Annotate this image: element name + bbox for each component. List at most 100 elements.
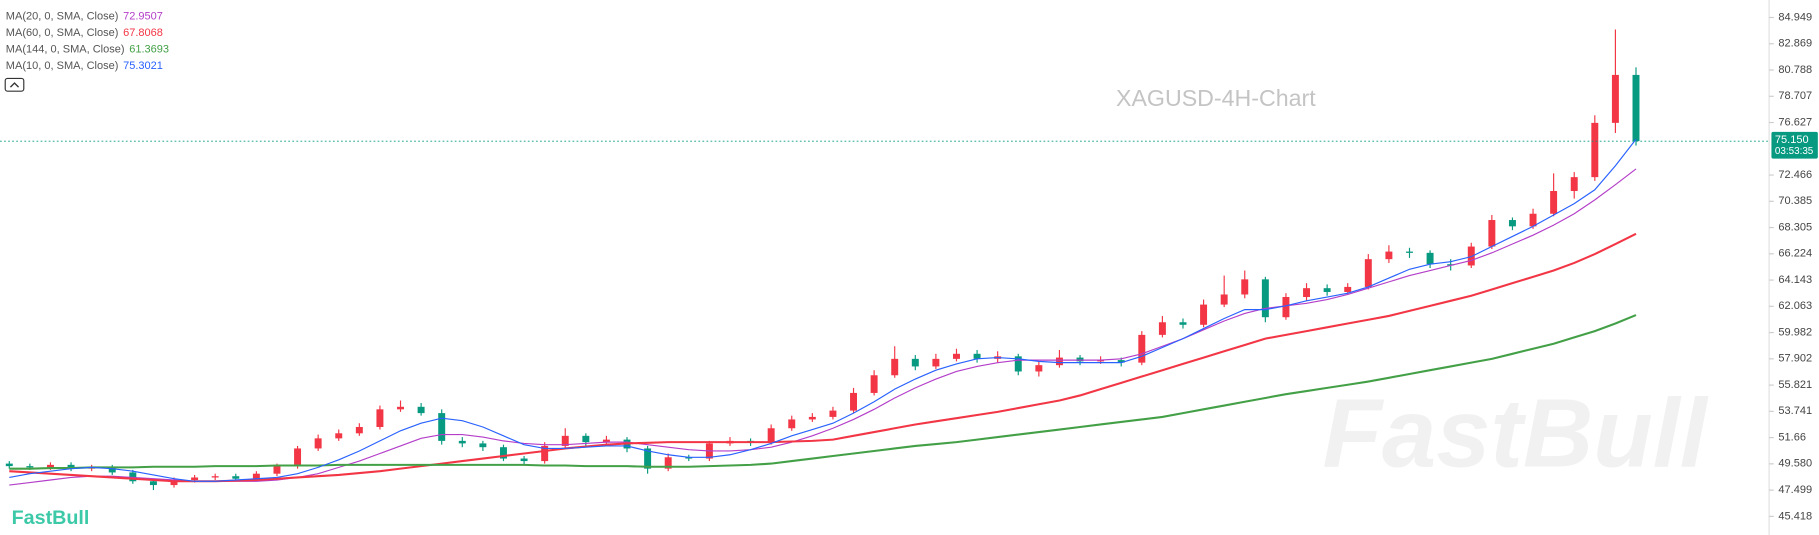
y-tick-label: 53.741 bbox=[1778, 405, 1812, 417]
candle-body bbox=[1632, 74, 1640, 142]
candle-body bbox=[520, 458, 528, 462]
chart-watermark: XAGUSD-4H-Chart bbox=[1116, 85, 1316, 111]
candle-body bbox=[1611, 74, 1619, 123]
legend-value: 72.9507 bbox=[123, 10, 163, 22]
logo: FastBull bbox=[12, 507, 90, 529]
y-tick-label: 80.788 bbox=[1778, 64, 1812, 76]
price-axis: 45.418 47.499 49.580 51.66 53.741 55.821 57.90… bbox=[1769, 11, 1818, 522]
candle-body bbox=[1055, 357, 1063, 366]
candle-body bbox=[26, 466, 34, 468]
candle-body bbox=[1179, 322, 1187, 325]
collapse-button[interactable] bbox=[4, 77, 25, 92]
y-tick-label: 84.949 bbox=[1778, 11, 1812, 23]
legend-entry: MA(20, 0, SMA, Close) 72.9507 bbox=[6, 10, 163, 22]
candle-body bbox=[1323, 288, 1331, 292]
candle-body bbox=[1529, 213, 1537, 227]
candle-body bbox=[211, 476, 219, 478]
candle-body bbox=[1550, 191, 1558, 214]
candle-body bbox=[376, 409, 384, 427]
legend-name: MA(144, 0, SMA, Close) bbox=[6, 43, 125, 55]
last-price-box bbox=[1771, 131, 1818, 159]
candle-body bbox=[294, 448, 302, 467]
y-tick-label: 47.499 bbox=[1778, 484, 1812, 496]
candle-body bbox=[1117, 360, 1125, 363]
legend-name: MA(20, 0, SMA, Close) bbox=[6, 10, 119, 22]
y-tick-label: 57.902 bbox=[1778, 353, 1812, 365]
candle-body bbox=[1385, 251, 1393, 260]
candle-body bbox=[232, 476, 240, 479]
y-tick-label: 55.821 bbox=[1778, 379, 1812, 391]
candle-body bbox=[1488, 220, 1496, 247]
candle-body bbox=[1014, 356, 1022, 372]
candle-body bbox=[664, 457, 672, 469]
y-tick-label: 49.580 bbox=[1778, 458, 1812, 470]
candle-body bbox=[953, 353, 960, 359]
candle-body bbox=[582, 435, 590, 443]
candle-body bbox=[397, 406, 404, 410]
last-price-label: 75.150 bbox=[1775, 134, 1809, 146]
candle-body bbox=[499, 447, 507, 459]
collapse-icon[interactable] bbox=[9, 82, 20, 88]
candle-body bbox=[1426, 252, 1434, 265]
candle-body bbox=[1220, 294, 1228, 305]
candle-body bbox=[1447, 264, 1455, 266]
candle-body bbox=[767, 428, 775, 443]
legend: MA(20, 0, SMA, Close) 72.9507 MA(60, 0, SM… bbox=[6, 10, 169, 71]
ma-line bbox=[9, 232, 1637, 483]
candle-body bbox=[149, 481, 157, 486]
legend-entry: MA(10, 0, SMA, Close) 75.3021 bbox=[6, 60, 163, 72]
candle-body bbox=[191, 477, 199, 481]
candle-body bbox=[335, 433, 343, 439]
legend-value: 61.3693 bbox=[129, 43, 169, 55]
legend-name: MA(10, 0, SMA, Close) bbox=[6, 60, 119, 72]
candle-body bbox=[129, 472, 137, 482]
y-tick-label: 51.66 bbox=[1778, 432, 1806, 444]
candle-body bbox=[1406, 251, 1413, 253]
collapse-button-box[interactable] bbox=[4, 77, 25, 92]
candle-body bbox=[438, 413, 446, 441]
legend-name: MA(60, 0, SMA, Close) bbox=[6, 27, 119, 39]
candle-body bbox=[67, 464, 75, 469]
candle-body bbox=[541, 445, 549, 462]
candle-body bbox=[1364, 259, 1372, 287]
candle-body bbox=[644, 448, 652, 469]
candle-body bbox=[788, 419, 796, 429]
candle-body bbox=[850, 392, 858, 411]
y-tick-label: 45.418 bbox=[1778, 510, 1812, 522]
candle-body bbox=[685, 457, 693, 459]
candle-body bbox=[1344, 286, 1352, 292]
candle-body bbox=[891, 358, 899, 376]
candle-body bbox=[1138, 334, 1146, 363]
candle-body bbox=[1097, 360, 1105, 362]
candle-body bbox=[5, 463, 13, 467]
y-tick-label: 64.143 bbox=[1778, 274, 1812, 286]
candle-body bbox=[46, 464, 54, 468]
y-tick-label: 70.385 bbox=[1778, 195, 1812, 207]
y-tick-label: 68.305 bbox=[1778, 221, 1812, 233]
candle-body bbox=[355, 426, 363, 434]
candle-body bbox=[479, 443, 487, 448]
ma-line bbox=[9, 138, 1637, 482]
candle-body bbox=[1508, 220, 1516, 227]
candle-body bbox=[602, 439, 610, 443]
candle-body bbox=[458, 440, 466, 444]
candle-body bbox=[1158, 322, 1166, 335]
candle-body bbox=[808, 416, 816, 420]
plot bbox=[0, 29, 1770, 491]
countdown: 03:53:35 bbox=[1775, 146, 1814, 157]
ma-line bbox=[9, 314, 1637, 470]
candle-body bbox=[252, 473, 260, 479]
candle-body bbox=[1035, 365, 1043, 372]
candle-body bbox=[1570, 177, 1578, 192]
candle-body bbox=[973, 353, 981, 359]
candle-body bbox=[417, 406, 425, 414]
legend-value: 67.8068 bbox=[123, 27, 163, 39]
candle-body bbox=[932, 358, 940, 367]
candle-body bbox=[1261, 279, 1269, 318]
candle-body bbox=[911, 358, 919, 367]
candle-body bbox=[829, 410, 837, 417]
candle-body bbox=[1200, 304, 1208, 325]
candle-body bbox=[170, 480, 178, 486]
